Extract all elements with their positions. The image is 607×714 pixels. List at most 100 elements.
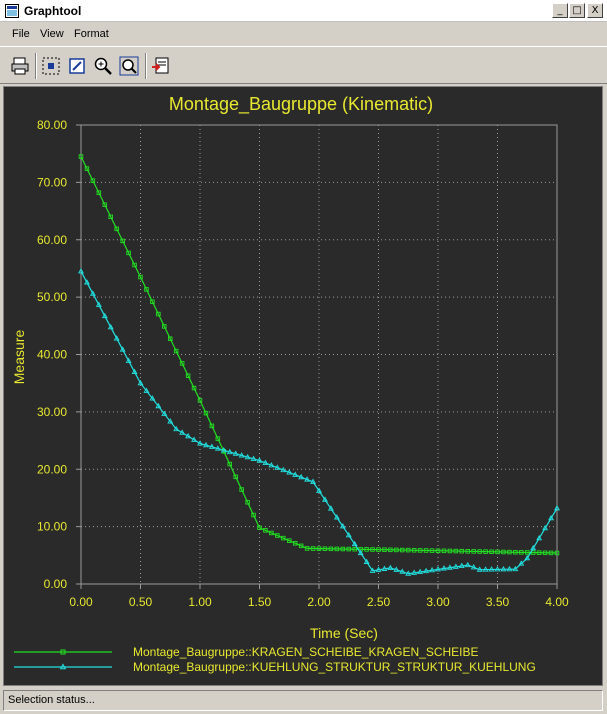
plot-frame — [80, 124, 558, 585]
maximize-button[interactable]: □ — [569, 3, 585, 18]
data-point — [191, 385, 197, 391]
menu-file[interactable]: File — [12, 28, 30, 40]
menu-view[interactable]: View — [40, 28, 64, 40]
data-point — [501, 549, 506, 555]
axes: 0.00 0.50 1.00 1.50 2.00 2.50 3.00 3.50 4.00 0.00… — [37, 118, 569, 609]
data-point — [446, 564, 453, 570]
data-point — [226, 448, 233, 455]
data-point — [459, 548, 465, 554]
select-grid-icon[interactable] — [40, 55, 62, 77]
data-point — [143, 387, 150, 393]
data-point — [370, 547, 375, 552]
legend-marker — [59, 663, 67, 670]
data-point — [394, 547, 399, 553]
data-point — [381, 565, 388, 571]
data-point — [280, 466, 287, 473]
data-point — [393, 566, 400, 572]
toolbar-separator — [35, 53, 37, 79]
data-point — [470, 564, 477, 570]
data-point — [328, 546, 334, 552]
data-point — [423, 548, 429, 553]
data-point — [440, 565, 447, 571]
menu-format[interactable]: Format — [74, 28, 109, 40]
data-point — [536, 534, 543, 541]
data-point — [352, 546, 357, 552]
data-point — [119, 346, 126, 352]
data-point — [399, 568, 406, 574]
data-point — [488, 566, 495, 572]
data-point — [321, 496, 328, 502]
data-point — [518, 560, 525, 566]
data-point — [453, 548, 459, 554]
data-point — [150, 299, 155, 304]
data-point — [304, 546, 310, 551]
data-point — [310, 546, 316, 551]
data-point — [251, 512, 256, 518]
minimize-button[interactable]: _ — [552, 3, 568, 18]
data-point — [530, 544, 537, 551]
data-point — [357, 549, 364, 556]
data-point — [400, 547, 405, 553]
data-point — [215, 436, 221, 441]
x-tick-label: 1.50 — [248, 595, 272, 609]
x-tick-label: 2.00 — [307, 595, 331, 609]
title-bar: Graphtool _ □ X — [0, 0, 607, 22]
data-point — [167, 418, 174, 424]
data-point — [95, 301, 102, 307]
data-point — [113, 335, 120, 341]
data-point — [268, 462, 275, 468]
close-button[interactable]: X — [587, 3, 603, 18]
data-point — [382, 547, 387, 552]
x-axis-label: Time (Sec) — [310, 625, 378, 641]
y-tick-label: 0.00 — [44, 577, 68, 591]
data-point — [179, 429, 186, 435]
y-tick-label: 50.00 — [37, 290, 67, 304]
data-point — [239, 487, 244, 492]
plot-area[interactable]: Montage_Baugruppe (Kinematic) 0.00 0.50 1.… — [3, 86, 603, 686]
chart-title: Montage_Baugruppe (Kinematic) — [169, 94, 433, 115]
data-point — [90, 178, 96, 183]
data-point — [405, 570, 412, 576]
data-point — [138, 274, 143, 280]
data-point — [286, 469, 293, 475]
data-point — [447, 548, 453, 554]
data-point — [471, 549, 476, 554]
print-icon[interactable] — [9, 55, 31, 77]
legend-marker — [60, 649, 66, 655]
data-point — [173, 348, 179, 354]
grid — [81, 125, 557, 584]
data-point — [304, 476, 311, 482]
y-tick-label: 20.00 — [37, 462, 67, 476]
data-point — [536, 550, 542, 555]
data-point — [495, 549, 500, 555]
zoom-in-icon[interactable] — [92, 55, 114, 77]
y-tick-label: 80.00 — [37, 118, 67, 132]
data-point — [269, 530, 274, 536]
zoom-fit-icon[interactable] — [118, 55, 140, 77]
data-point — [423, 567, 430, 574]
data-point — [132, 262, 137, 268]
data-point — [162, 324, 167, 329]
data-point — [417, 568, 424, 575]
data-point — [429, 548, 435, 553]
x-tick-label: 0.50 — [129, 595, 153, 609]
data-point — [435, 566, 441, 572]
data-point — [512, 565, 519, 572]
data-point — [144, 287, 149, 292]
edit-icon[interactable] — [66, 55, 88, 77]
data-point — [173, 425, 180, 432]
data-point — [327, 505, 334, 511]
data-point — [227, 461, 232, 467]
x-tick-label: 4.00 — [545, 595, 569, 609]
data-point — [250, 455, 257, 461]
data-point — [185, 432, 192, 439]
legend-label: Montage_Baugruppe::KRAGEN_SCHEIBE_KRAGEN… — [133, 645, 479, 659]
data-point — [339, 523, 346, 529]
data-point — [489, 549, 494, 555]
data-point — [102, 202, 108, 208]
data-point — [542, 524, 549, 531]
export-icon[interactable] — [150, 55, 172, 77]
data-point — [78, 154, 84, 159]
data-point — [256, 457, 263, 463]
data-point — [89, 290, 96, 296]
